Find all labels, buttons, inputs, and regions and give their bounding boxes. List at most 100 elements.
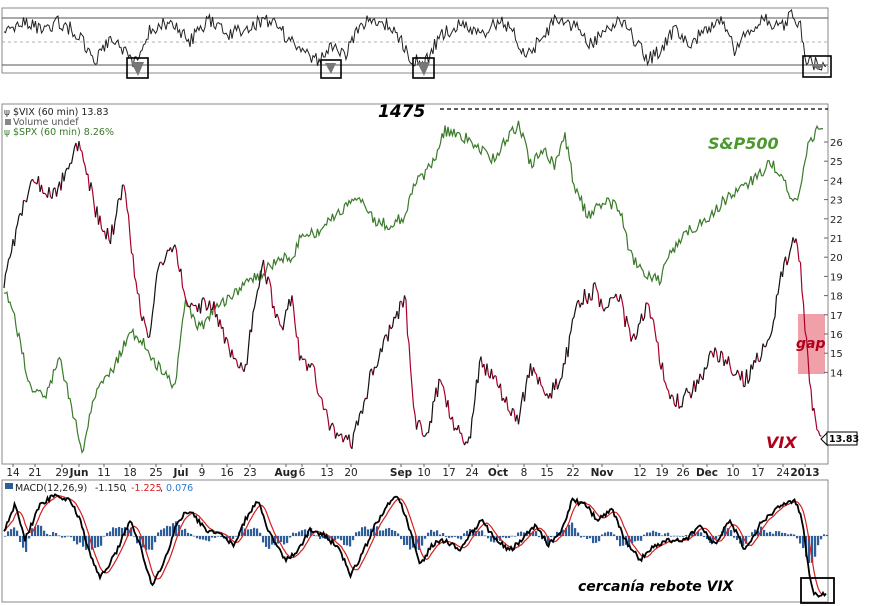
legend-icon-spx: ψ: [4, 128, 10, 138]
y-tick-label: 16: [830, 330, 843, 341]
legend-icon-vix: ψ: [4, 108, 10, 118]
macd-hist-bar: [823, 534, 826, 536]
y-tick-label: 18: [830, 292, 843, 303]
macd-hist-bar: [76, 536, 79, 545]
macd-hist-bar: [343, 536, 346, 545]
macd-hist-bar: [826, 534, 829, 536]
gap-label: gap: [796, 336, 826, 352]
macd-hist-bar: [811, 536, 814, 563]
macd-hist-bar: [67, 535, 70, 537]
macd-hist-bar: [403, 536, 406, 546]
macd-hist-bar: [439, 534, 442, 536]
macd-hist-bar: [349, 536, 352, 547]
macd-hist-bar: [784, 533, 787, 536]
macd-hist-bar: [715, 536, 718, 540]
macd-hist-bar: [814, 536, 817, 557]
macd-hist-bar: [496, 536, 499, 541]
macd-hist-bar: [40, 525, 43, 536]
macd-hist-bar: [400, 536, 403, 540]
macd-hist-bar: [262, 536, 265, 543]
macd-hist-bar: [763, 529, 766, 536]
macd-hist-bar: [211, 536, 214, 538]
macd-hist-bar: [118, 526, 121, 536]
macd-hist-bar: [94, 536, 97, 548]
x-tick-label: 8: [521, 467, 528, 479]
macd-hist-bar: [451, 536, 454, 538]
macd-hist-bar: [289, 536, 292, 538]
x-tick-label: Oct: [488, 467, 508, 479]
macd-hist-bar: [490, 536, 493, 542]
y-tick-label: 15: [830, 349, 843, 360]
macd-hist-bar: [508, 536, 511, 538]
y-tick-label: 26: [830, 138, 843, 149]
macd-hist-bar: [520, 531, 523, 536]
macd-hist-bar: [406, 536, 409, 545]
macd-hist-bar: [13, 527, 16, 536]
macd-hist-bar: [358, 531, 361, 536]
y-tick-label: 21: [830, 234, 843, 245]
macd-hist-bar: [379, 530, 382, 536]
macd-hist-bar: [271, 536, 274, 545]
macd-hist-bar: [613, 534, 616, 536]
oscillator-panel: [1, 7, 832, 79]
macd-hist-bar: [145, 536, 148, 551]
macd-panel: MACD(12,26,9) -1.150 , -1.225 , 0.076 ce…: [1, 479, 835, 604]
oscillator-box: [412, 57, 435, 79]
legend-spx: $SPX (60 min) 8.26%: [13, 127, 114, 138]
macd-hist-bar: [565, 527, 568, 536]
macd-hist-bar: [556, 531, 559, 536]
macd-hist-bar: [700, 532, 703, 536]
macd-hist-bar: [664, 533, 667, 536]
macd-hist-bar: [205, 536, 208, 541]
macd-hist-bar: [49, 535, 52, 536]
x-tick-label: 25: [149, 467, 162, 479]
macd-hist-bar: [448, 536, 451, 538]
macd-hist-bar: [706, 536, 709, 540]
oscillator-box: [126, 57, 149, 79]
macd-hist-bar: [16, 530, 19, 536]
y-tick-label: 20: [830, 253, 843, 264]
macd-hist-bar: [148, 536, 151, 550]
macd-hist-bar: [583, 536, 586, 537]
macd-legend-macd: -1.150: [95, 483, 126, 494]
macd-hist-bar: [478, 531, 481, 536]
macd-hist-bar: [457, 536, 460, 539]
macd-hist-bar: [781, 532, 784, 536]
macd-hist-bar: [658, 532, 661, 536]
macd-hist-bar: [436, 530, 439, 536]
macd-hist-bar: [319, 536, 322, 540]
macd-hist-bar: [112, 527, 115, 536]
macd-hist-bar: [34, 526, 37, 536]
macd-hist-bar: [7, 531, 10, 536]
macd-hist-bar: [385, 528, 388, 536]
macd-hist-bar: [139, 536, 142, 546]
macd-hist-bar: [286, 536, 289, 544]
macd-hist-bar: [184, 528, 187, 536]
x-tick-label: 6: [299, 467, 306, 479]
macd-hist-bar: [382, 530, 385, 536]
macd-hist-bar: [610, 532, 613, 536]
macd-hist-bar: [787, 534, 790, 536]
macd-hist-bar: [157, 532, 160, 536]
y-tick-label: 24: [830, 176, 843, 187]
macd-legend-hist: 0.076: [166, 483, 193, 494]
macd-hist-bar: [586, 536, 589, 539]
gap-box: [798, 314, 825, 374]
macd-hist-bar: [130, 527, 133, 536]
macd-hist-bar: [301, 530, 304, 536]
macd-hist-bar: [268, 536, 271, 549]
legend-vix: $VIX (60 min) 13.83: [13, 107, 109, 118]
macd-hist-bar: [793, 534, 796, 536]
x-tick-label: 15: [540, 467, 553, 479]
macd-hist-bar: [328, 536, 331, 540]
macd-hist-bar: [628, 536, 631, 546]
x-tick-label: 14: [6, 467, 20, 479]
macd-hist-bar: [631, 536, 634, 544]
macd-hist-bar: [430, 529, 433, 536]
macd-hist-bar: [337, 536, 340, 539]
macd-hist-bar: [742, 536, 745, 546]
macd-hist-bar: [295, 533, 298, 536]
macd-hist-bar: [187, 532, 190, 536]
macd-hist-bar: [340, 536, 343, 541]
macd-hist-bar: [550, 536, 553, 538]
